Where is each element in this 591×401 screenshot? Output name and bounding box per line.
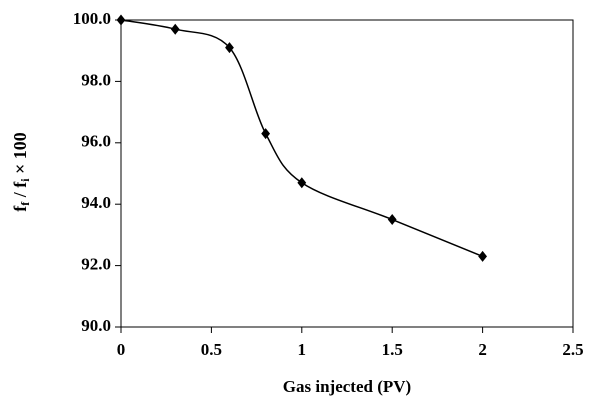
y-tick-label: 92.0 [81,255,111,274]
marker [261,128,271,140]
y-tick-label: 94.0 [81,193,111,212]
x-tick-label: 2 [478,340,487,359]
x-axis-label: Gas injected (PV) [283,377,411,396]
plot-frame [120,19,574,328]
y-tick-label: 90.0 [81,316,111,335]
y-tick-label: 96.0 [81,132,111,151]
marker [297,177,307,189]
marker [116,14,126,26]
x-tick-label: 0 [117,340,126,359]
y-tick-label: 98.0 [81,70,111,89]
marker [225,42,234,54]
marker [478,250,487,262]
line [120,19,483,258]
marker [170,23,180,35]
x-tick-label: 1.5 [382,340,403,359]
x-tick-label: 1 [298,340,307,359]
marker [387,214,397,226]
x-tick-label: 0.5 [201,340,222,359]
x-tick-label: 2.5 [562,340,583,359]
y-tick-label: 100.0 [73,9,111,28]
y-axis-label: ff / fi × 100 [10,132,32,212]
